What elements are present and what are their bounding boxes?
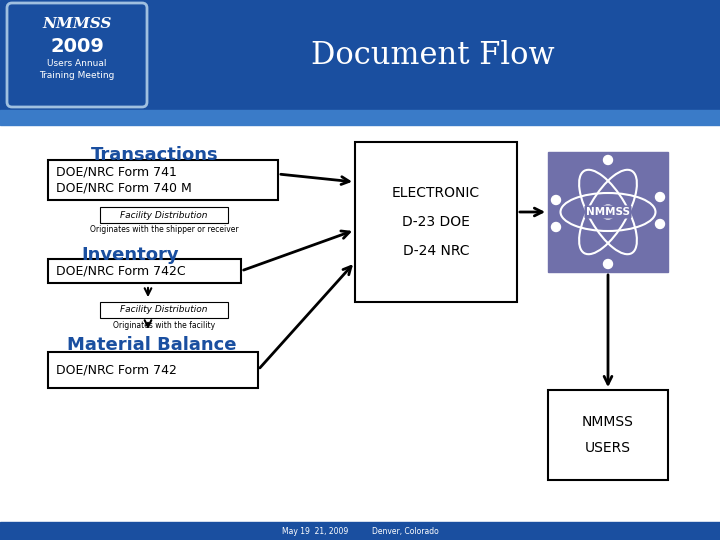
Circle shape <box>552 222 560 232</box>
Text: ELECTRONIC: ELECTRONIC <box>392 186 480 200</box>
Text: D-23 DOE: D-23 DOE <box>402 215 470 229</box>
Bar <box>100 302 228 318</box>
Circle shape <box>655 192 665 201</box>
Bar <box>100 207 228 223</box>
Circle shape <box>601 205 615 219</box>
Text: Users Annual: Users Annual <box>48 59 107 69</box>
Bar <box>548 390 668 480</box>
Circle shape <box>655 219 665 228</box>
FancyBboxPatch shape <box>7 3 147 107</box>
Text: USERS: USERS <box>585 441 631 455</box>
Bar <box>0 522 720 540</box>
Text: DOE/NRC Form 742C: DOE/NRC Form 742C <box>56 265 186 278</box>
Bar <box>355 142 517 302</box>
Text: DOE/NRC Form 741: DOE/NRC Form 741 <box>56 165 177 179</box>
Text: NMMSS: NMMSS <box>582 415 634 429</box>
Text: Facility Distribution: Facility Distribution <box>120 211 208 219</box>
Bar <box>548 152 668 272</box>
Text: Facility Distribution: Facility Distribution <box>120 306 208 314</box>
Bar <box>48 259 241 283</box>
Bar <box>0 125 720 522</box>
Bar <box>0 110 720 125</box>
Text: DOE/NRC Form 742: DOE/NRC Form 742 <box>56 363 177 376</box>
Text: Originates with the facility: Originates with the facility <box>113 321 215 329</box>
Text: D-24 NRC: D-24 NRC <box>402 244 469 258</box>
Circle shape <box>603 156 613 165</box>
Bar <box>48 352 258 388</box>
Text: NMMSS: NMMSS <box>586 207 630 217</box>
Text: DOE/NRC Form 740 M: DOE/NRC Form 740 M <box>56 181 192 194</box>
Text: Document Flow: Document Flow <box>311 39 555 71</box>
Bar <box>0 0 720 110</box>
Text: May 19  21, 2009          Denver, Colorado: May 19 21, 2009 Denver, Colorado <box>282 526 438 536</box>
Text: Transactions: Transactions <box>91 146 219 164</box>
Text: 2009: 2009 <box>50 37 104 56</box>
Text: NMMSS: NMMSS <box>42 17 112 31</box>
Text: Training Meeting: Training Meeting <box>40 71 114 80</box>
Text: Inventory: Inventory <box>81 246 179 264</box>
Bar <box>48 160 278 200</box>
Text: Originates with the shipper or receiver: Originates with the shipper or receiver <box>90 226 238 234</box>
Circle shape <box>603 260 613 268</box>
Text: Material Balance: Material Balance <box>67 336 237 354</box>
Bar <box>8 4 146 106</box>
Circle shape <box>552 195 560 205</box>
